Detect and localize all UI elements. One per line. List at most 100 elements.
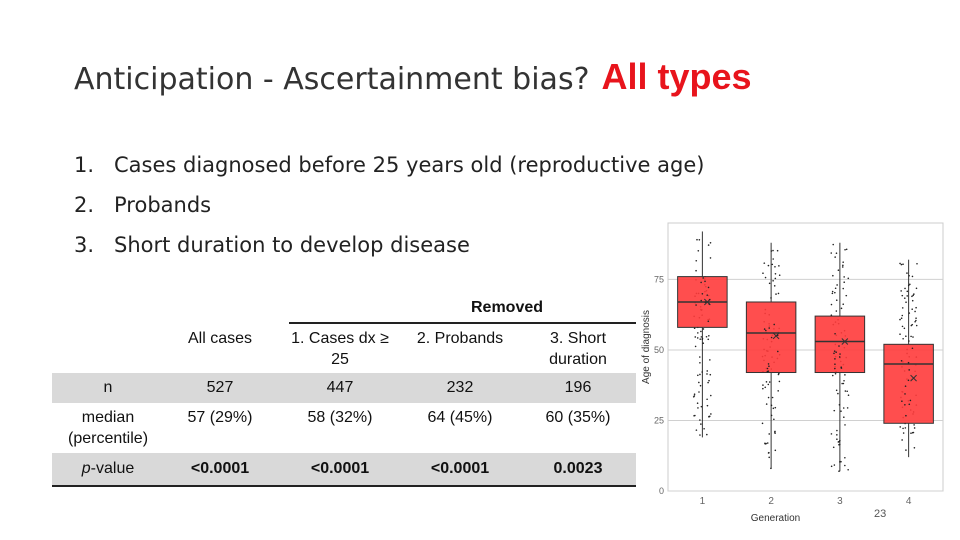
jitter-point	[911, 295, 913, 298]
jitter-point	[906, 272, 908, 274]
jitter-point	[697, 332, 699, 334]
jitter-point	[709, 373, 712, 376]
jitter-point	[838, 470, 840, 473]
jitter-point	[904, 427, 907, 429]
jitter-point	[904, 385, 907, 387]
jitter-point	[709, 257, 712, 259]
jitter-point	[707, 320, 710, 323]
mean-marker	[772, 332, 780, 340]
jitter-point	[835, 252, 838, 255]
jitter-point	[696, 337, 699, 339]
jitter-point	[772, 407, 775, 410]
jitter-point	[765, 329, 767, 332]
jitter-point	[766, 370, 769, 373]
row-label-n: n	[103, 379, 113, 396]
header-probands: 2. Probands	[416, 330, 504, 347]
jitter-point	[846, 407, 849, 409]
jitter-point	[841, 382, 843, 385]
jitter-point	[772, 249, 774, 252]
jitter-point	[915, 287, 918, 290]
jitter-point	[695, 304, 697, 306]
jitter-point	[767, 396, 770, 399]
jitter-point	[707, 286, 710, 289]
jitter-point	[844, 424, 846, 426]
jitter-point	[841, 266, 844, 268]
jitter-point	[847, 394, 850, 397]
jitter-point	[904, 393, 906, 395]
jitter-point	[899, 318, 901, 321]
jitter-point	[838, 345, 840, 347]
jitter-point	[764, 386, 767, 389]
jitter-point	[846, 390, 848, 393]
jitter-point	[903, 327, 906, 330]
jitter-point	[907, 361, 910, 364]
jitter-point	[901, 325, 904, 328]
jitter-point	[834, 291, 836, 294]
jitter-point	[698, 391, 700, 393]
jitter-point	[833, 350, 836, 352]
jitter-point	[844, 390, 847, 392]
jitter-point	[706, 433, 708, 436]
jitter-point	[834, 363, 836, 365]
jitter-point	[773, 418, 775, 421]
y-tick-label: 0	[659, 486, 664, 496]
jitter-point	[770, 414, 773, 417]
jitter-point	[909, 399, 912, 402]
jitter-point	[839, 461, 841, 463]
jitter-point	[768, 433, 771, 435]
jitter-point	[778, 274, 781, 276]
slide-title: Anticipation - Ascertainment bias? All ty…	[74, 56, 752, 98]
jitter-point	[776, 350, 779, 353]
jitter-point	[761, 422, 764, 425]
cell-median-c2: 64 (45%)	[427, 409, 493, 426]
x-tick-label: 4	[906, 496, 912, 507]
x-tick-label: 1	[700, 496, 706, 507]
jitter-point	[768, 365, 770, 368]
jitter-point	[708, 416, 710, 418]
cell-n-c2: 232	[446, 379, 474, 396]
jitter-point	[764, 442, 766, 445]
jitter-point	[905, 301, 907, 304]
jitter-point	[699, 338, 702, 340]
age-boxplot: 0 25 50 75 1 2 3 4 Generation Age of diagnosis	[640, 215, 945, 525]
jitter-point	[836, 434, 838, 436]
removed-header: Removed	[470, 299, 544, 316]
criteria-item: 3. Short duration to develop disease	[74, 233, 470, 257]
x-axis-label: Generation	[751, 513, 800, 524]
jitter-point	[909, 283, 911, 286]
jitter-point	[831, 374, 834, 377]
jitter-point	[763, 262, 766, 264]
jitter-point	[832, 243, 834, 246]
mean-marker	[910, 374, 917, 382]
jitter-point	[706, 294, 709, 296]
jitter-point	[772, 258, 774, 260]
jitter-point	[770, 467, 772, 470]
jitter-point	[710, 413, 712, 415]
jitter-point	[913, 424, 915, 426]
cell-median-all: 57 (29%)	[187, 409, 253, 426]
jitter-point	[911, 308, 913, 311]
box	[814, 315, 866, 374]
jitter-point	[705, 335, 708, 338]
jitter-point	[765, 381, 768, 383]
jitter-point	[833, 464, 836, 466]
jitter-point	[700, 423, 702, 425]
row-label-pvalue: p-value	[81, 460, 135, 477]
jitter-point	[830, 465, 833, 468]
jitter-point	[773, 323, 776, 326]
jitter-point	[830, 252, 833, 254]
slide-title-accent: All types	[601, 56, 752, 97]
jitter-point	[835, 389, 838, 392]
jitter-point	[703, 427, 705, 430]
jitter-point	[911, 299, 914, 302]
jitter-point	[901, 439, 903, 441]
jitter-point	[901, 314, 904, 317]
jitter-point	[837, 269, 840, 271]
jitter-point	[845, 248, 848, 251]
jitter-point	[770, 297, 772, 299]
jitter-point	[842, 407, 845, 409]
jitter-point	[708, 379, 710, 382]
y-axis-label: Age of diagnosis	[641, 310, 652, 384]
box	[883, 343, 934, 424]
jitter-point	[914, 310, 916, 313]
